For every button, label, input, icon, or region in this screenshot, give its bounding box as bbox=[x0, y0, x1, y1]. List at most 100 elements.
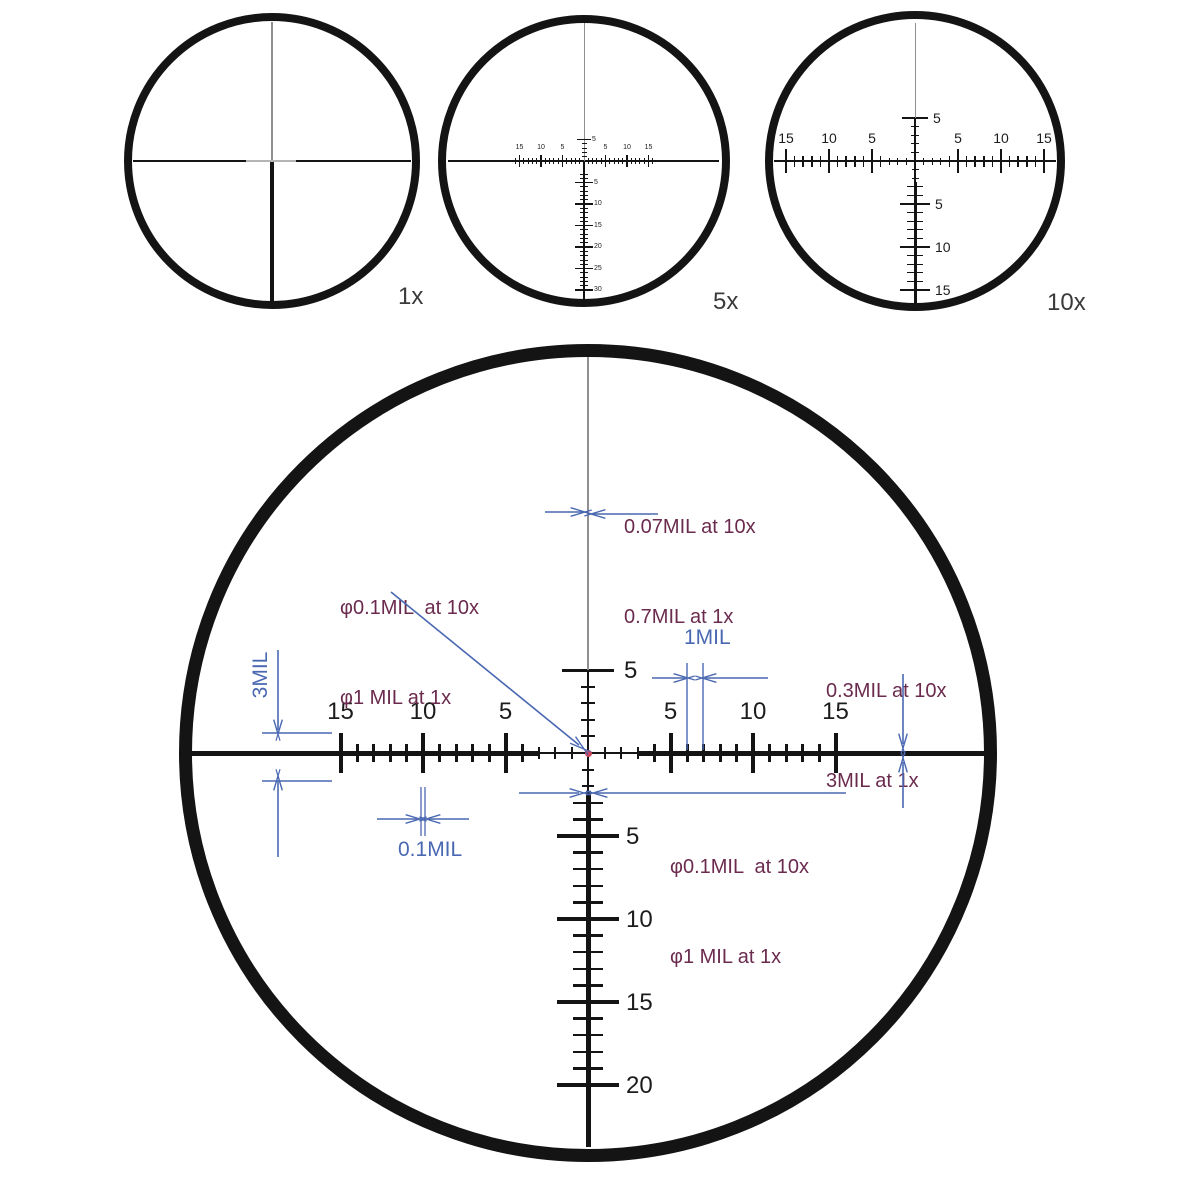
tick-label: 5 bbox=[868, 130, 876, 146]
reticle-tick bbox=[570, 158, 572, 164]
tick-label: 10 bbox=[821, 130, 837, 146]
reticle-tick bbox=[620, 747, 622, 759]
reticle-tick bbox=[983, 155, 985, 167]
reticle-tick bbox=[580, 173, 588, 175]
tick-label: 10 bbox=[739, 698, 767, 725]
reticle-tick bbox=[338, 733, 343, 773]
reticle-tick bbox=[570, 747, 573, 759]
reticle-tick bbox=[940, 159, 1056, 163]
reticle-tick bbox=[581, 718, 595, 721]
reticle-tick bbox=[575, 181, 593, 184]
reticle-tick bbox=[603, 747, 606, 759]
reticle-tick bbox=[854, 155, 856, 167]
reticle-tick bbox=[580, 285, 588, 287]
reticle-tick bbox=[580, 272, 588, 274]
reticle-tick bbox=[580, 186, 588, 188]
reticle-tick bbox=[580, 276, 588, 278]
reticle-tick bbox=[575, 246, 593, 248]
reticle-tick bbox=[905, 157, 907, 165]
reticle-tick bbox=[900, 203, 930, 205]
tick-label: 10 bbox=[935, 239, 951, 255]
reticle-tick bbox=[652, 158, 654, 164]
reticle-tick bbox=[900, 246, 930, 248]
label-point-one-mil: 0.1MIL bbox=[398, 838, 463, 861]
tick-label: 5 bbox=[624, 657, 638, 684]
annotation-text: 0.3MIL at 10x bbox=[826, 680, 947, 702]
reticle-tick bbox=[581, 156, 587, 158]
reticle-tick bbox=[554, 747, 556, 759]
reticle-tick bbox=[580, 255, 588, 256]
reticle-tick bbox=[774, 159, 890, 163]
tick-label: 5 bbox=[935, 196, 943, 212]
reticle-tick bbox=[784, 149, 788, 173]
reticle-tick bbox=[718, 744, 722, 762]
reticle-tick bbox=[575, 267, 593, 270]
reticle-tick bbox=[845, 155, 847, 167]
reticle-tick bbox=[587, 357, 589, 670]
annotation-post-width: 0.3MIL at 10x 3MIL at 1x bbox=[826, 616, 946, 856]
tick-label: 15 bbox=[594, 221, 602, 229]
reticle-tick bbox=[296, 159, 411, 163]
reticle-tick bbox=[685, 744, 689, 762]
reticle-tick bbox=[888, 157, 890, 165]
reticle-tick bbox=[879, 155, 882, 167]
reticle-tick bbox=[907, 263, 923, 265]
reticle-tick bbox=[574, 158, 576, 164]
reticle-tick bbox=[582, 768, 594, 771]
reticle-tick bbox=[900, 289, 930, 291]
reticle-tick bbox=[553, 158, 555, 164]
reticle-tick bbox=[573, 818, 603, 821]
reticle-tick bbox=[133, 159, 246, 163]
reticle-tick bbox=[271, 22, 273, 161]
reticle-tick bbox=[580, 263, 588, 265]
reticle-tick bbox=[355, 744, 359, 762]
reticle-tick bbox=[580, 190, 588, 192]
reticle-tick bbox=[735, 744, 738, 762]
reticle-tick bbox=[582, 785, 594, 788]
reticle-tick bbox=[784, 744, 788, 762]
reticle-tick bbox=[503, 733, 508, 773]
reticle-tick bbox=[580, 229, 588, 231]
tick-label: 10 bbox=[993, 130, 1009, 146]
scope-ring-1x bbox=[124, 13, 420, 309]
reticle-tick bbox=[600, 158, 602, 164]
tick-label: 15 bbox=[935, 282, 951, 298]
reticle-tick bbox=[575, 224, 593, 227]
reticle-tick bbox=[575, 289, 593, 291]
tick-label: 15 bbox=[515, 144, 524, 151]
reticle-tick bbox=[1034, 155, 1037, 167]
reticle-tick bbox=[643, 158, 645, 164]
center-dot bbox=[584, 749, 592, 757]
reticle-tick bbox=[974, 155, 976, 167]
reticle-tick bbox=[911, 177, 919, 179]
reticle-tick bbox=[581, 685, 595, 688]
tick-label: 5 bbox=[933, 110, 941, 126]
reticle-tick bbox=[388, 744, 392, 762]
reticle-tick bbox=[421, 733, 425, 773]
reticle-tick bbox=[582, 174, 586, 307]
reticle-tick bbox=[913, 182, 917, 303]
annotation-top-line-width: 0.07MIL at 10x 0.7MIL at 1x bbox=[624, 452, 756, 692]
reticle-tick bbox=[557, 917, 619, 921]
reticle-tick bbox=[647, 155, 650, 167]
reticle-tick bbox=[580, 216, 588, 218]
tick-label: 5 bbox=[560, 144, 565, 151]
reticle-tick bbox=[573, 851, 603, 854]
reticle-tick bbox=[592, 158, 594, 164]
reticle-tick bbox=[557, 834, 619, 838]
tick-label: 5 bbox=[603, 144, 608, 151]
reticle-tick bbox=[573, 1050, 603, 1054]
reticle-tick bbox=[836, 155, 839, 167]
reticle-tick bbox=[636, 747, 639, 759]
reticle-tick bbox=[1008, 155, 1011, 167]
reticle-tick bbox=[991, 155, 994, 167]
reticle-tick bbox=[573, 1067, 603, 1070]
tick-label: 30 bbox=[594, 286, 602, 293]
reticle-tick bbox=[580, 207, 588, 209]
reticle-tick bbox=[573, 950, 603, 954]
annotation-text: φ0.1MIL at 10x bbox=[670, 856, 809, 878]
reticle-tick bbox=[580, 177, 588, 179]
reticle-tick bbox=[907, 229, 923, 231]
tick-label: 20 bbox=[594, 243, 602, 250]
reticle-tick bbox=[531, 158, 533, 164]
